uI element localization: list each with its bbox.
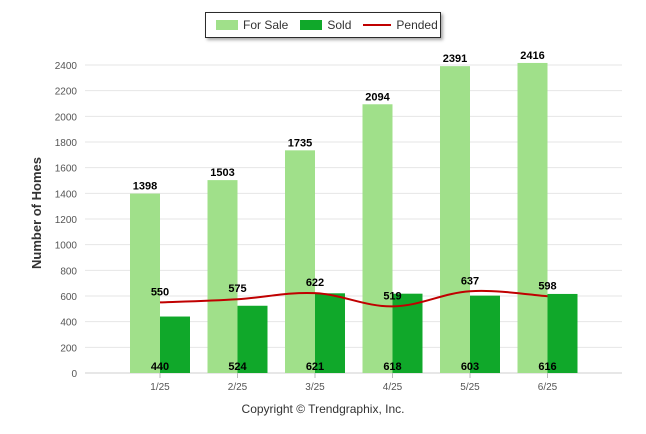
y-tick-label: 1600	[55, 164, 78, 175]
pended-line	[159, 289, 548, 308]
y-tick-label: 1200	[55, 215, 78, 226]
data-label-for-sale: 1735	[288, 137, 312, 149]
bar-for-sale	[285, 150, 315, 373]
data-label-pended: 622	[306, 277, 324, 289]
data-label-sold: 618	[383, 361, 401, 373]
y-tick-label: 600	[60, 292, 77, 303]
bar-sold	[470, 295, 500, 373]
y-tick-label: 1000	[55, 241, 78, 252]
bar-for-sale	[207, 180, 238, 373]
data-label-sold: 603	[461, 361, 479, 373]
y-tick-label: 800	[60, 266, 77, 277]
y-tick-label: 200	[60, 343, 77, 354]
legend-item-pended[interactable]: Pended	[363, 18, 438, 32]
y-tick-label: 400	[60, 318, 77, 329]
y-axis-title: Number of Homes	[29, 157, 44, 269]
bar-for-sale	[440, 66, 470, 373]
x-tick-label: 6/25	[538, 382, 558, 393]
legend-label-sold: Sold	[327, 18, 352, 32]
data-label-pended: 637	[461, 275, 479, 287]
data-label-pended: 550	[151, 286, 169, 298]
legend-item-sold[interactable]: Sold	[300, 18, 351, 32]
legend-swatch-sold	[300, 20, 323, 30]
data-label-pended: 575	[228, 283, 246, 295]
legend-swatch-for-sale	[216, 20, 238, 30]
legend-swatch-pended	[363, 24, 392, 26]
data-labels: 1398 440 1503 524 1735 621 2094 618 2391 603 2416 6…	[133, 50, 557, 373]
data-label-sold: 616	[538, 361, 556, 373]
bar-sold	[315, 293, 345, 373]
x-tick-label: 5/25	[460, 382, 480, 393]
data-label-sold: 440	[151, 361, 169, 373]
bar-for-sale	[517, 62, 548, 374]
bar-sold	[547, 293, 578, 373]
copyright-footer: Copyright © Trendgraphix, Inc.	[241, 402, 405, 416]
bars	[130, 62, 578, 374]
data-label-sold: 621	[306, 361, 324, 373]
bar-for-sale	[362, 104, 393, 374]
y-axis-ticks: 0 200 400 600 800 1000 1200 1400 1600 1800 2000 220…	[55, 61, 78, 380]
data-label-for-sale: 2094	[365, 91, 390, 103]
data-label-for-sale: 2391	[443, 53, 467, 65]
y-tick-label: 1400	[55, 189, 78, 200]
data-label-pended: 598	[538, 280, 556, 292]
y-tick-label: 2200	[55, 87, 78, 98]
bar-for-sale	[130, 193, 160, 373]
data-label-pended: 519	[383, 290, 401, 302]
bar-sold	[237, 305, 268, 373]
x-tick-label: 2/25	[228, 382, 248, 393]
y-tick-label: 1800	[55, 138, 78, 149]
data-label-for-sale: 2416	[520, 50, 544, 62]
data-label-for-sale: 1398	[133, 181, 157, 193]
legend: For Sale Sold Pended	[205, 12, 441, 38]
y-tick-label: 0	[71, 369, 77, 380]
data-label-for-sale: 1503	[210, 167, 234, 179]
y-tick-label: 2000	[55, 112, 78, 123]
pended-line-group	[159, 289, 548, 308]
legend-label-for-sale: For Sale	[243, 18, 289, 32]
legend-item-for-sale[interactable]: For Sale	[216, 18, 288, 32]
y-tick-label: 2400	[55, 61, 78, 72]
x-axis-ticks: 1/25 2/25 3/25 4/25 5/25 6/25	[150, 373, 558, 393]
x-tick-label: 3/25	[305, 382, 325, 393]
x-tick-label: 1/25	[150, 382, 170, 393]
data-label-sold: 524	[228, 361, 247, 373]
bar-sold	[160, 316, 190, 373]
x-tick-label: 4/25	[383, 382, 403, 393]
legend-label-pended: Pended	[396, 18, 438, 32]
